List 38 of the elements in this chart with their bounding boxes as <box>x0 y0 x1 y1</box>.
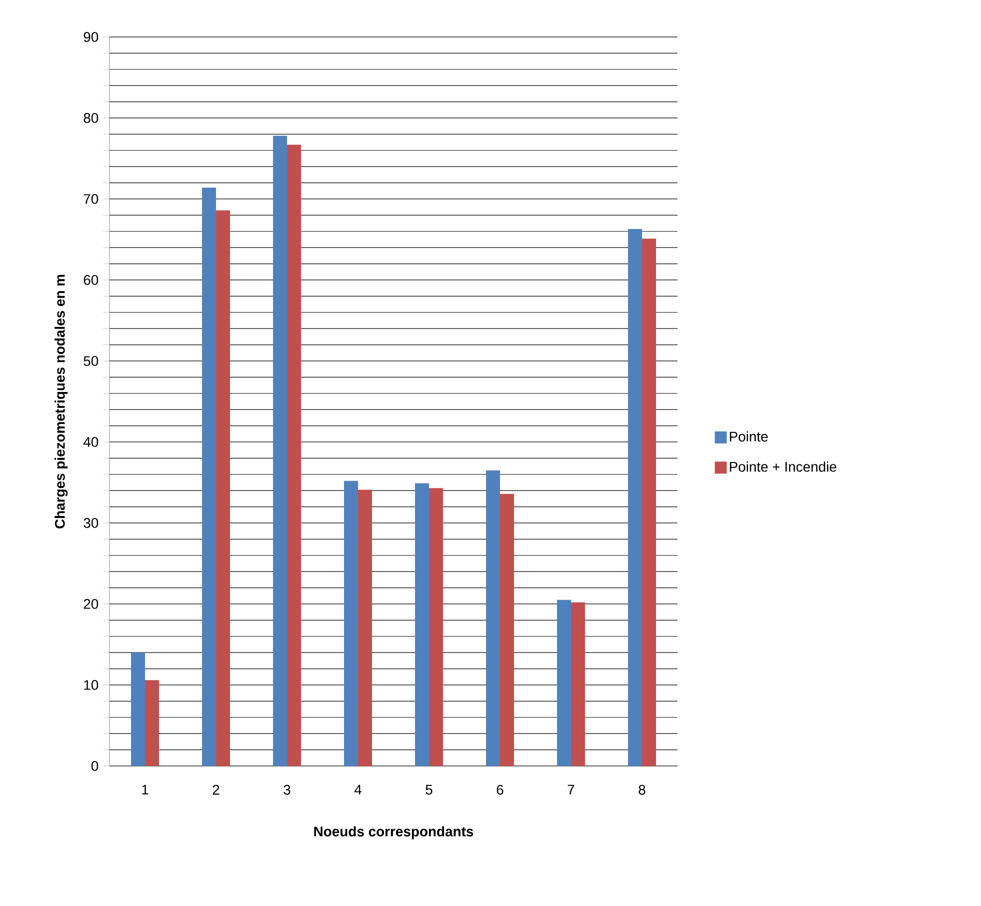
x-tick-label: 5 <box>426 784 432 795</box>
legend-label: Pointe + Incendie <box>730 462 836 472</box>
y-tick-label: 30 <box>84 518 98 528</box>
bar <box>486 470 500 766</box>
bar <box>344 480 358 766</box>
x-tick-label: 2 <box>212 784 220 795</box>
x-tick-label: 3 <box>284 784 290 795</box>
y-tick-label: 50 <box>84 356 98 366</box>
x-tick-label: 6 <box>496 784 504 795</box>
bar <box>642 238 656 766</box>
bar <box>429 488 444 766</box>
x-tick-label: 8 <box>638 784 646 795</box>
y-tick-label: 80 <box>84 113 98 123</box>
bar <box>571 602 586 766</box>
x-tick-label: 1 <box>142 784 148 794</box>
y-tick-label: 20 <box>84 599 98 609</box>
bar <box>628 228 642 766</box>
bar <box>131 652 146 766</box>
y-tick-label: 70 <box>84 194 98 204</box>
legend-label: Pointe <box>730 431 768 442</box>
bar <box>500 494 514 766</box>
y-axis-title: Charges piezometriques nodales en m <box>54 274 68 528</box>
x-tick-label: 7 <box>568 784 574 794</box>
bar <box>415 483 430 766</box>
bar <box>287 144 302 766</box>
y-tick-label: 60 <box>84 275 98 285</box>
bar <box>273 136 288 766</box>
y-tick-label: 10 <box>84 680 98 690</box>
x-tick-label: 4 <box>354 784 362 794</box>
bar <box>202 188 216 766</box>
x-axis-title: Noeuds correspondants <box>314 826 474 840</box>
bar <box>216 210 230 766</box>
y-tick-label: 90 <box>84 32 98 42</box>
bar <box>358 490 372 766</box>
y-tick-label: 0 <box>91 761 98 771</box>
bar <box>557 600 572 766</box>
y-tick-label: 40 <box>83 437 98 447</box>
bar <box>145 680 160 766</box>
